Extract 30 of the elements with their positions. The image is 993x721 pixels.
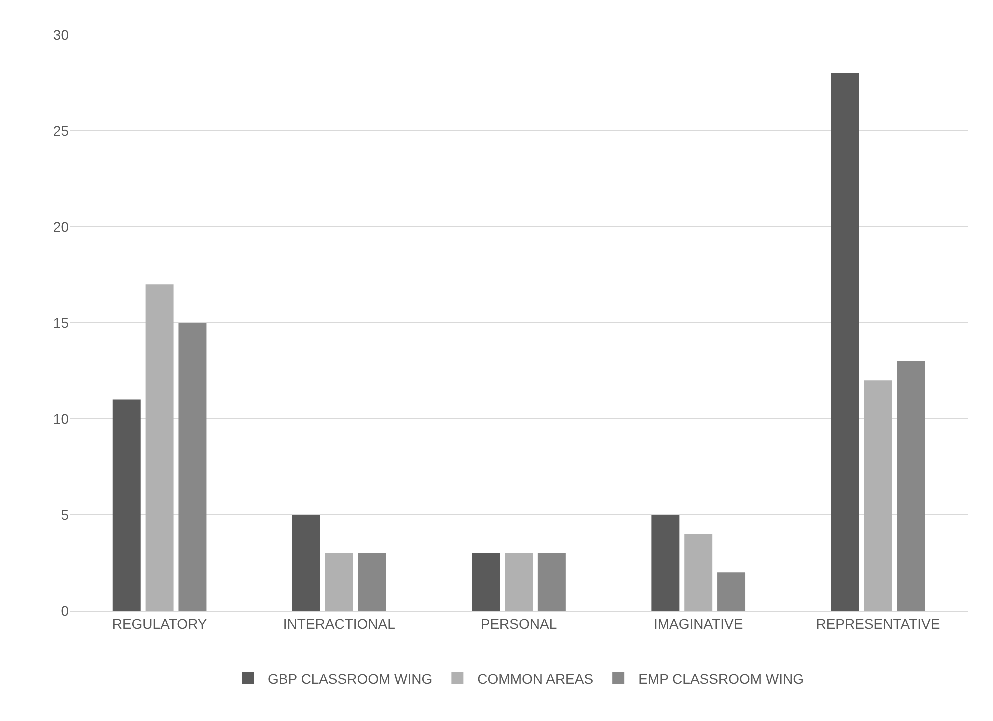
x-tick-label: REGULATORY <box>112 616 208 632</box>
legend-label: GBP CLASSROOM WING <box>268 670 433 687</box>
bar <box>831 73 860 611</box>
y-tick-label: 25 <box>53 122 70 139</box>
legend-label: EMP CLASSROOM WING <box>638 670 804 687</box>
bar <box>897 361 926 611</box>
bar <box>292 515 320 611</box>
bar <box>146 284 174 611</box>
bar <box>684 534 713 611</box>
bar <box>538 553 566 611</box>
bar <box>325 553 354 611</box>
x-tick-label: REPRESENTATIVE <box>816 616 940 632</box>
y-tick-label: 30 <box>53 26 70 43</box>
bar <box>112 400 141 611</box>
y-tick-label: 5 <box>61 506 70 523</box>
bar <box>472 553 500 611</box>
x-tick-label: IMAGINATIVE <box>654 616 744 632</box>
bar <box>864 380 892 611</box>
y-tick-label: 20 <box>53 218 70 235</box>
y-tick-label: 10 <box>53 410 70 427</box>
legend-label: COMMON AREAS <box>478 670 594 687</box>
bar <box>178 323 207 611</box>
y-tick-label: 15 <box>53 314 70 331</box>
bar <box>505 553 533 611</box>
bar <box>652 515 680 611</box>
x-tick-label: INTERACTIONAL <box>283 616 396 632</box>
bar <box>718 572 746 611</box>
y-tick-label: 0 <box>61 602 70 619</box>
x-tick-label: PERSONAL <box>480 616 558 632</box>
bar <box>358 553 386 611</box>
